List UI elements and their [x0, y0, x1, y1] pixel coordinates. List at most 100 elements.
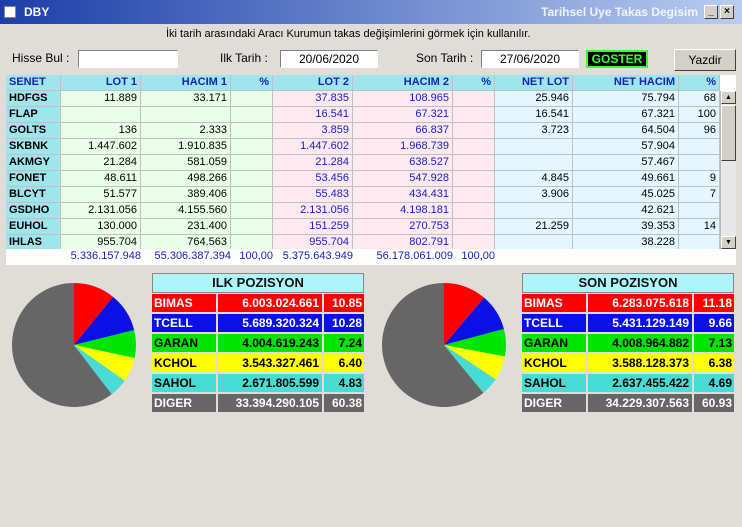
table-row[interactable]: SKBNK 1.447.602 1.910.835 1.447.602 1.968.73… — [6, 139, 736, 155]
cell-hacim2: 108.965 — [353, 91, 453, 107]
cell-net-pct: 68 — [679, 91, 720, 107]
total-lot1: 5.336.157.948 — [70, 250, 141, 262]
cell-hacim2: 434.431 — [353, 187, 453, 203]
cell-lot2: 3.859 — [273, 123, 353, 139]
hisse-search-input[interactable] — [78, 50, 178, 68]
cell-net-lot: 25.946 — [495, 91, 573, 107]
col-net-pct[interactable]: % — [679, 75, 720, 91]
position-name: GARAN — [152, 334, 216, 352]
col-hacim1[interactable]: HACIM 1 — [141, 75, 231, 91]
cell-net-lot: 3.906 — [495, 187, 573, 203]
close-button[interactable]: × — [720, 5, 734, 19]
takas-grid[interactable]: SENET LOT 1 HACIM 1 % LOT 2 HACIM 2 % NE… — [6, 75, 736, 265]
cell-hacim1: 389.406 — [141, 187, 231, 203]
pie-slice-sahol — [444, 345, 496, 393]
col-lot2[interactable]: LOT 2 — [273, 75, 353, 91]
cell-pct2 — [453, 203, 495, 219]
cell-hacim1: 581.059 — [141, 155, 231, 171]
cell-net-hacim: 75.794 — [573, 91, 679, 107]
col-net-lot[interactable]: NET LOT — [495, 75, 573, 91]
cell-lot1: 51.577 — [61, 187, 141, 203]
cell-net-hacim: 57.904 — [573, 139, 679, 155]
minimize-button[interactable]: _ — [704, 5, 718, 19]
table-row[interactable]: FLAP 16.541 67.321 16.541 67.321 100 — [6, 107, 736, 123]
position-row: BIMAS 6.283.075.618 11.18 — [522, 294, 734, 312]
scroll-down-icon[interactable]: ▼ — [721, 236, 736, 249]
son-tarih-input[interactable]: 27/06/2020 — [481, 50, 579, 68]
cell-net-lot — [495, 203, 573, 219]
cell-pct1 — [231, 139, 273, 155]
position-value: 3.588.128.373 — [588, 354, 692, 372]
cell-pct1 — [231, 107, 273, 123]
cell-hacim1 — [141, 107, 231, 123]
cell-pct2 — [453, 171, 495, 187]
position-value: 33.394.290.105 — [218, 394, 322, 412]
cell-pct1 — [231, 219, 273, 235]
position-row: SAHOL 2.637.455.422 4.69 — [522, 374, 734, 392]
son-tarih-label: Son Tarih : — [416, 51, 474, 65]
cell-net-lot: 3.723 — [495, 123, 573, 139]
position-row: TCELL 5.689.320.324 10.28 — [152, 314, 364, 332]
cell-net-hacim: 57.467 — [573, 155, 679, 171]
col-lot1[interactable]: LOT 1 — [61, 75, 141, 91]
position-value: 6.003.024.661 — [218, 294, 322, 312]
col-pct1[interactable]: % — [231, 75, 273, 91]
cell-hacim1: 33.171 — [141, 91, 231, 107]
title-bar: DBY Tarihsel Uye Takas Degisim _ × — [0, 0, 742, 24]
table-row[interactable]: IHLAS 955.704 764.563 955.704 802.791 38.228 — [6, 235, 736, 251]
scroll-up-icon[interactable]: ▲ — [721, 91, 736, 104]
cell-senet: FLAP — [6, 107, 61, 123]
position-pct: 4.69 — [694, 374, 734, 392]
yazdir-button[interactable]: Yazdir — [674, 49, 736, 71]
cell-net-pct: 9 — [679, 171, 720, 187]
col-hacim2[interactable]: HACIM 2 — [353, 75, 453, 91]
cell-hacim1: 2.333 — [141, 123, 231, 139]
cell-senet: FONET — [6, 171, 61, 187]
cell-pct2 — [453, 107, 495, 123]
pie-slice-kchol — [74, 345, 135, 381]
cell-lot1: 1.447.602 — [61, 139, 141, 155]
cell-pct1 — [231, 171, 273, 187]
col-pct2[interactable]: % — [453, 75, 495, 91]
goster-button[interactable]: GOSTER — [586, 50, 648, 68]
col-senet[interactable]: SENET — [6, 75, 61, 91]
cell-hacim2: 4.198.181 — [353, 203, 453, 219]
cell-lot2: 16.541 — [273, 107, 353, 123]
son-pozisyon-pie — [382, 283, 506, 407]
position-pct: 10.85 — [324, 294, 364, 312]
table-row[interactable]: HDFGS 11.889 33.171 37.835 108.965 25.946 75.7… — [6, 91, 736, 107]
cell-pct2 — [453, 123, 495, 139]
cell-net-lot: 21.259 — [495, 219, 573, 235]
cell-hacim1: 4.155.560 — [141, 203, 231, 219]
cell-pct1 — [231, 91, 273, 107]
pie-slice-garan — [74, 330, 136, 359]
table-row[interactable]: GSDHO 2.131.056 4.155.560 2.131.056 4.198.18… — [6, 203, 736, 219]
ilk-tarih-input[interactable]: 20/06/2020 — [280, 50, 378, 68]
table-row[interactable]: FONET 48.611 498.266 53.456 547.928 4.845 49.6… — [6, 171, 736, 187]
total-hacim1: 55.306.387.394 — [154, 250, 231, 262]
col-net-hacim[interactable]: NET HACIM — [573, 75, 679, 91]
scroll-thumb[interactable] — [721, 105, 736, 161]
table-row[interactable]: AKMGY 21.284 581.059 21.284 638.527 57.467 — [6, 155, 736, 171]
position-row: DIGER 34.229.307.563 60.93 — [522, 394, 734, 412]
cell-pct2 — [453, 91, 495, 107]
cell-hacim2: 638.527 — [353, 155, 453, 171]
table-row[interactable]: BLCYT 51.577 389.406 55.483 434.431 3.906 45.0… — [6, 187, 736, 203]
cell-pct1 — [231, 203, 273, 219]
position-pct: 7.24 — [324, 334, 364, 352]
grid-scrollbar[interactable]: ▲ ▼ — [720, 91, 736, 249]
cell-hacim2: 67.321 — [353, 107, 453, 123]
cell-lot2: 2.131.056 — [273, 203, 353, 219]
cell-pct1 — [231, 187, 273, 203]
cell-lot1: 11.889 — [61, 91, 141, 107]
table-row[interactable]: EUHOL 130.000 231.400 151.259 270.753 21.259 3… — [6, 219, 736, 235]
table-row[interactable]: GOLTS 136 2.333 3.859 66.837 3.723 64.504 96 — [6, 123, 736, 139]
position-value: 5.689.320.324 — [218, 314, 322, 332]
ilk-pozisyon-pie — [12, 283, 136, 407]
cell-lot2: 1.447.602 — [273, 139, 353, 155]
total-hacim2: 56.178.061.009 — [376, 250, 453, 262]
cell-net-pct — [679, 139, 720, 155]
grid-header: SENET LOT 1 HACIM 1 % LOT 2 HACIM 2 % NE… — [6, 75, 736, 91]
pie-slice-tcell — [74, 296, 135, 345]
pie-slice-diger — [12, 283, 112, 407]
